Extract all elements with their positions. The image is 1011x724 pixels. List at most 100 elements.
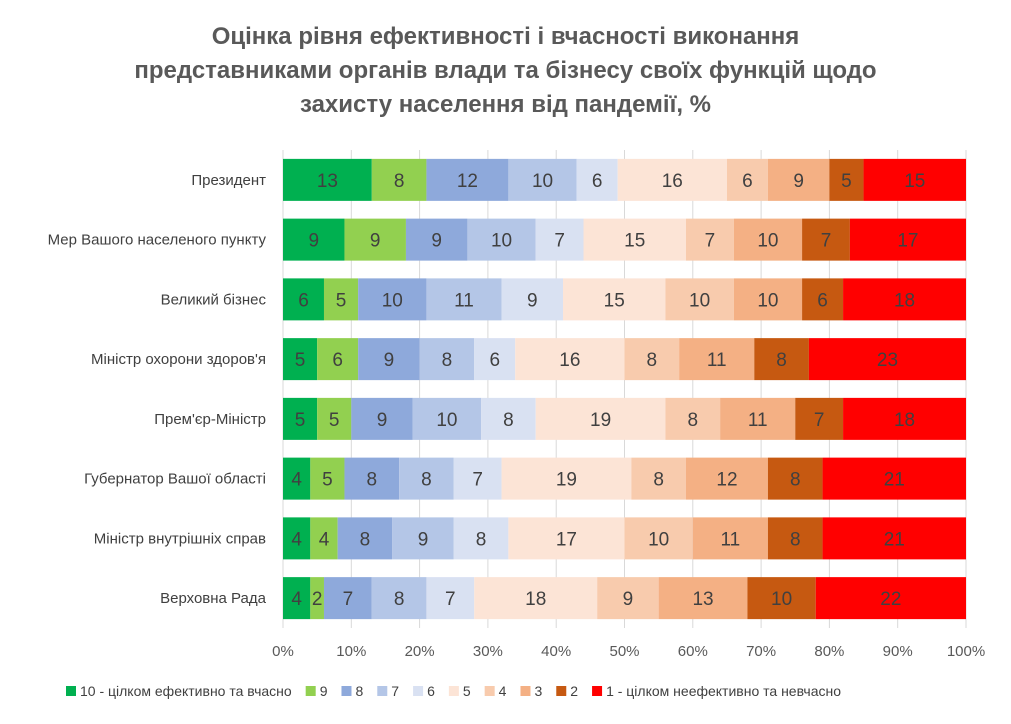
data-label: 8 bbox=[476, 529, 487, 550]
data-label: 5 bbox=[336, 290, 347, 311]
bar-segment bbox=[371, 158, 427, 201]
data-label: 5 bbox=[329, 410, 340, 431]
bar-segment bbox=[371, 577, 427, 620]
bar-segment bbox=[283, 517, 311, 560]
data-label: 9 bbox=[377, 410, 388, 431]
bar-segment bbox=[310, 577, 324, 620]
bar-segment bbox=[767, 158, 830, 201]
bar-segment bbox=[399, 457, 454, 500]
data-label: 9 bbox=[418, 529, 429, 550]
bar-segment bbox=[767, 457, 823, 500]
data-label: 10 bbox=[491, 231, 512, 252]
data-label: 9 bbox=[623, 589, 634, 610]
data-label: 8 bbox=[647, 350, 658, 371]
bar-segment bbox=[720, 397, 796, 440]
legend-swatch bbox=[377, 686, 388, 696]
data-label: 17 bbox=[897, 231, 918, 252]
bar-segment bbox=[665, 278, 734, 321]
x-tick-label: 20% bbox=[405, 643, 435, 660]
bar-segment bbox=[344, 457, 400, 500]
bar-segment bbox=[474, 577, 598, 620]
legend-swatch bbox=[413, 686, 424, 696]
data-label: 8 bbox=[790, 470, 801, 491]
data-label: 11 bbox=[748, 410, 768, 431]
bar-segment bbox=[283, 278, 324, 321]
data-label: 8 bbox=[442, 350, 453, 371]
legend-label: 8 bbox=[355, 683, 363, 699]
data-label: 19 bbox=[590, 410, 611, 431]
bar-segment bbox=[624, 517, 693, 560]
bar-segment bbox=[665, 397, 721, 440]
bar-segment bbox=[679, 338, 755, 381]
legend-label: 9 bbox=[320, 683, 328, 699]
data-label: 10 bbox=[689, 290, 710, 311]
category-label: Великий бізнес bbox=[161, 291, 267, 308]
data-label: 19 bbox=[556, 470, 577, 491]
data-label: 2 bbox=[312, 589, 323, 610]
data-label: 21 bbox=[884, 529, 905, 550]
bar-segment bbox=[501, 278, 564, 321]
data-label: 7 bbox=[821, 231, 832, 252]
x-tick-label: 80% bbox=[814, 643, 844, 660]
bar-segment bbox=[617, 158, 727, 201]
bar-segment bbox=[802, 278, 844, 321]
data-label: 15 bbox=[604, 290, 625, 311]
data-label: 15 bbox=[904, 171, 925, 192]
data-label: 9 bbox=[370, 231, 381, 252]
legend-label: 7 bbox=[391, 683, 399, 699]
bar-segment bbox=[426, 577, 475, 620]
data-label: 4 bbox=[291, 529, 302, 550]
data-label: 18 bbox=[894, 410, 915, 431]
legend-swatch bbox=[556, 686, 567, 696]
bar-segment bbox=[474, 338, 516, 381]
bar-segment bbox=[317, 397, 352, 440]
bar-segment bbox=[815, 577, 966, 620]
bar-segment bbox=[358, 278, 427, 321]
data-label: 18 bbox=[894, 290, 915, 311]
x-tick-label: 30% bbox=[473, 643, 503, 660]
data-label: 18 bbox=[525, 589, 546, 610]
bar-segment bbox=[863, 158, 966, 201]
x-tick-label: 50% bbox=[609, 643, 639, 660]
bar-segment bbox=[392, 517, 454, 560]
bar-segment bbox=[323, 577, 372, 620]
bar-segment bbox=[747, 577, 816, 620]
data-label: 8 bbox=[394, 589, 405, 610]
x-tick-label: 90% bbox=[883, 643, 913, 660]
bar-segment bbox=[754, 338, 809, 381]
data-label: 7 bbox=[343, 589, 354, 610]
bar-segment bbox=[733, 218, 803, 261]
data-label: 7 bbox=[814, 410, 825, 431]
data-label: 7 bbox=[554, 231, 565, 252]
bar-segment bbox=[405, 218, 468, 261]
data-label: 6 bbox=[742, 171, 753, 192]
bar-segment bbox=[508, 158, 577, 201]
data-label: 7 bbox=[705, 231, 716, 252]
bar-segment bbox=[508, 517, 625, 560]
data-label: 6 bbox=[298, 290, 309, 311]
data-label: 4 bbox=[291, 589, 302, 610]
bar-segment bbox=[426, 158, 509, 201]
bar-segment bbox=[515, 338, 625, 381]
x-tick-label: 60% bbox=[678, 643, 708, 660]
data-label: 9 bbox=[793, 171, 804, 192]
data-label: 10 bbox=[648, 529, 669, 550]
legend-label: 10 - цілком ефективно та вчасно bbox=[80, 683, 292, 699]
data-label: 7 bbox=[445, 589, 456, 610]
data-label: 23 bbox=[877, 350, 898, 371]
bar-segment bbox=[481, 397, 536, 440]
category-label: Верховна Рада bbox=[160, 590, 267, 607]
bar-segment bbox=[631, 457, 686, 500]
data-label: 10 bbox=[436, 410, 457, 431]
data-label: 8 bbox=[421, 470, 432, 491]
bar-segment bbox=[822, 457, 966, 500]
bar-segment bbox=[412, 397, 482, 440]
bar-segment bbox=[426, 278, 502, 321]
bar-segment bbox=[802, 218, 850, 261]
data-label: 21 bbox=[884, 470, 905, 491]
legend-swatch bbox=[341, 686, 352, 696]
legend-swatch bbox=[484, 686, 495, 696]
legend-swatch bbox=[66, 686, 76, 696]
data-label: 9 bbox=[527, 290, 538, 311]
chart-title-line: захисту населення від пандемії, % bbox=[299, 91, 712, 118]
